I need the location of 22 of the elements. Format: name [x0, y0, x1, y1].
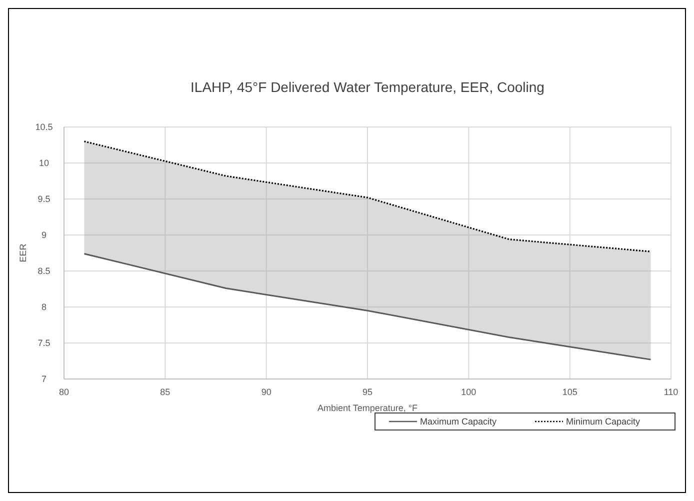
- y-tick-label: 9.5: [38, 194, 50, 204]
- y-tick-label: 9: [41, 230, 47, 240]
- y-tick-label: 10: [38, 158, 50, 168]
- x-axis-title: Ambient Temperature, °F: [318, 403, 418, 413]
- legend-label: Minimum Capacity: [566, 416, 641, 426]
- chart-title: ILAHP, 45°F Delivered Water Temperature, EER, Cooling: [190, 79, 544, 95]
- x-tick-label: 110: [664, 387, 678, 397]
- x-tick-label: 95: [362, 387, 373, 397]
- line-series: [83, 140, 652, 252]
- x-tick-label: 80: [58, 387, 70, 397]
- y-tick-label: 7: [41, 374, 47, 384]
- x-tick-label: 105: [562, 387, 578, 397]
- line-series: [83, 252, 652, 360]
- y-tick-label: 7.5: [38, 338, 50, 348]
- y-tick-label: 8: [41, 302, 47, 312]
- y-tick-label: 10.5: [35, 122, 53, 132]
- y-tick-label: 8.5: [38, 266, 50, 276]
- legend-label: Maximum Capacity: [420, 416, 498, 426]
- x-tick-label: 100: [461, 387, 476, 397]
- x-tick-label: 85: [160, 387, 170, 397]
- x-tick-label: 90: [261, 387, 272, 397]
- y-axis-title: EER: [18, 243, 28, 262]
